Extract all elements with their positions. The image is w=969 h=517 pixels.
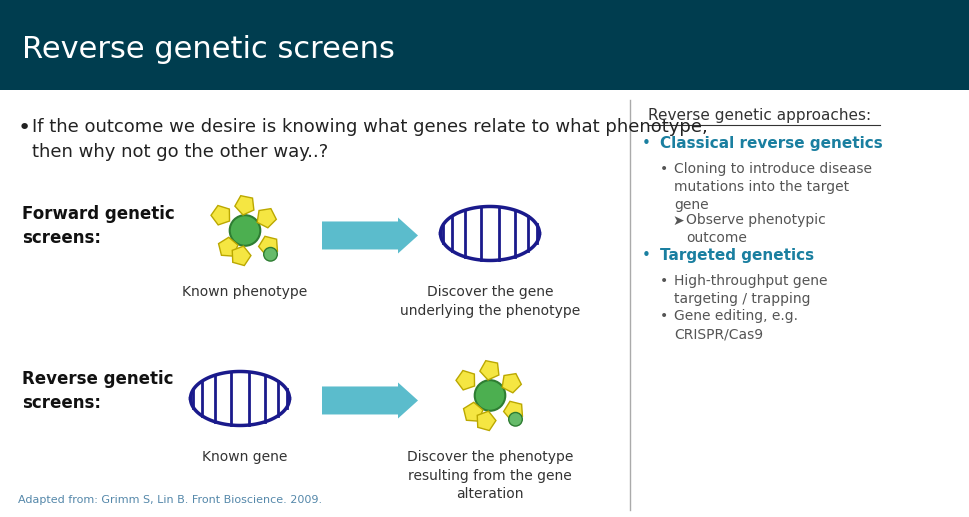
Text: •: •: [642, 136, 651, 151]
Text: Discover the gene
underlying the phenotype: Discover the gene underlying the phenoty…: [400, 285, 580, 318]
Text: Adapted from: Grimm S, Lin B. Front Bioscience. 2009.: Adapted from: Grimm S, Lin B. Front Bios…: [18, 495, 322, 505]
Circle shape: [264, 248, 277, 261]
Text: •: •: [660, 275, 669, 288]
Text: •: •: [18, 118, 31, 139]
Text: Classical reverse genetics: Classical reverse genetics: [660, 136, 883, 151]
Text: ➤: ➤: [672, 214, 683, 227]
Circle shape: [475, 380, 505, 411]
FancyArrow shape: [322, 218, 418, 253]
Bar: [0, 0, 969, 90]
Text: Forward genetic
screens:: Forward genetic screens:: [22, 205, 174, 247]
Text: If the outcome we desire is knowing what genes relate to what phenotype,
then wh: If the outcome we desire is knowing what…: [32, 118, 707, 161]
Text: High-throughput gene
targeting / trapping: High-throughput gene targeting / trappin…: [674, 275, 828, 307]
Text: Reverse genetic
screens:: Reverse genetic screens:: [22, 371, 173, 412]
Text: Discover the phenotype
resulting from the gene
alteration: Discover the phenotype resulting from th…: [407, 450, 574, 501]
Text: Reverse genetic screens: Reverse genetic screens: [22, 35, 395, 64]
Text: Known phenotype: Known phenotype: [182, 285, 307, 299]
Circle shape: [509, 413, 522, 426]
Text: •: •: [660, 162, 669, 176]
Text: Gene editing, e.g.
CRISPR/Cas9: Gene editing, e.g. CRISPR/Cas9: [674, 310, 798, 341]
Text: Known gene: Known gene: [203, 450, 288, 464]
FancyArrow shape: [322, 383, 418, 418]
Text: •: •: [660, 310, 669, 324]
Text: Targeted genetics: Targeted genetics: [660, 249, 814, 264]
Text: Reverse genetic approaches:: Reverse genetic approaches:: [648, 109, 871, 124]
Circle shape: [230, 215, 261, 246]
Text: Observe phenotypic
outcome: Observe phenotypic outcome: [686, 214, 826, 246]
Text: •: •: [642, 249, 651, 264]
Text: Cloning to introduce disease
mutations into the target
gene: Cloning to introduce disease mutations i…: [674, 162, 872, 212]
